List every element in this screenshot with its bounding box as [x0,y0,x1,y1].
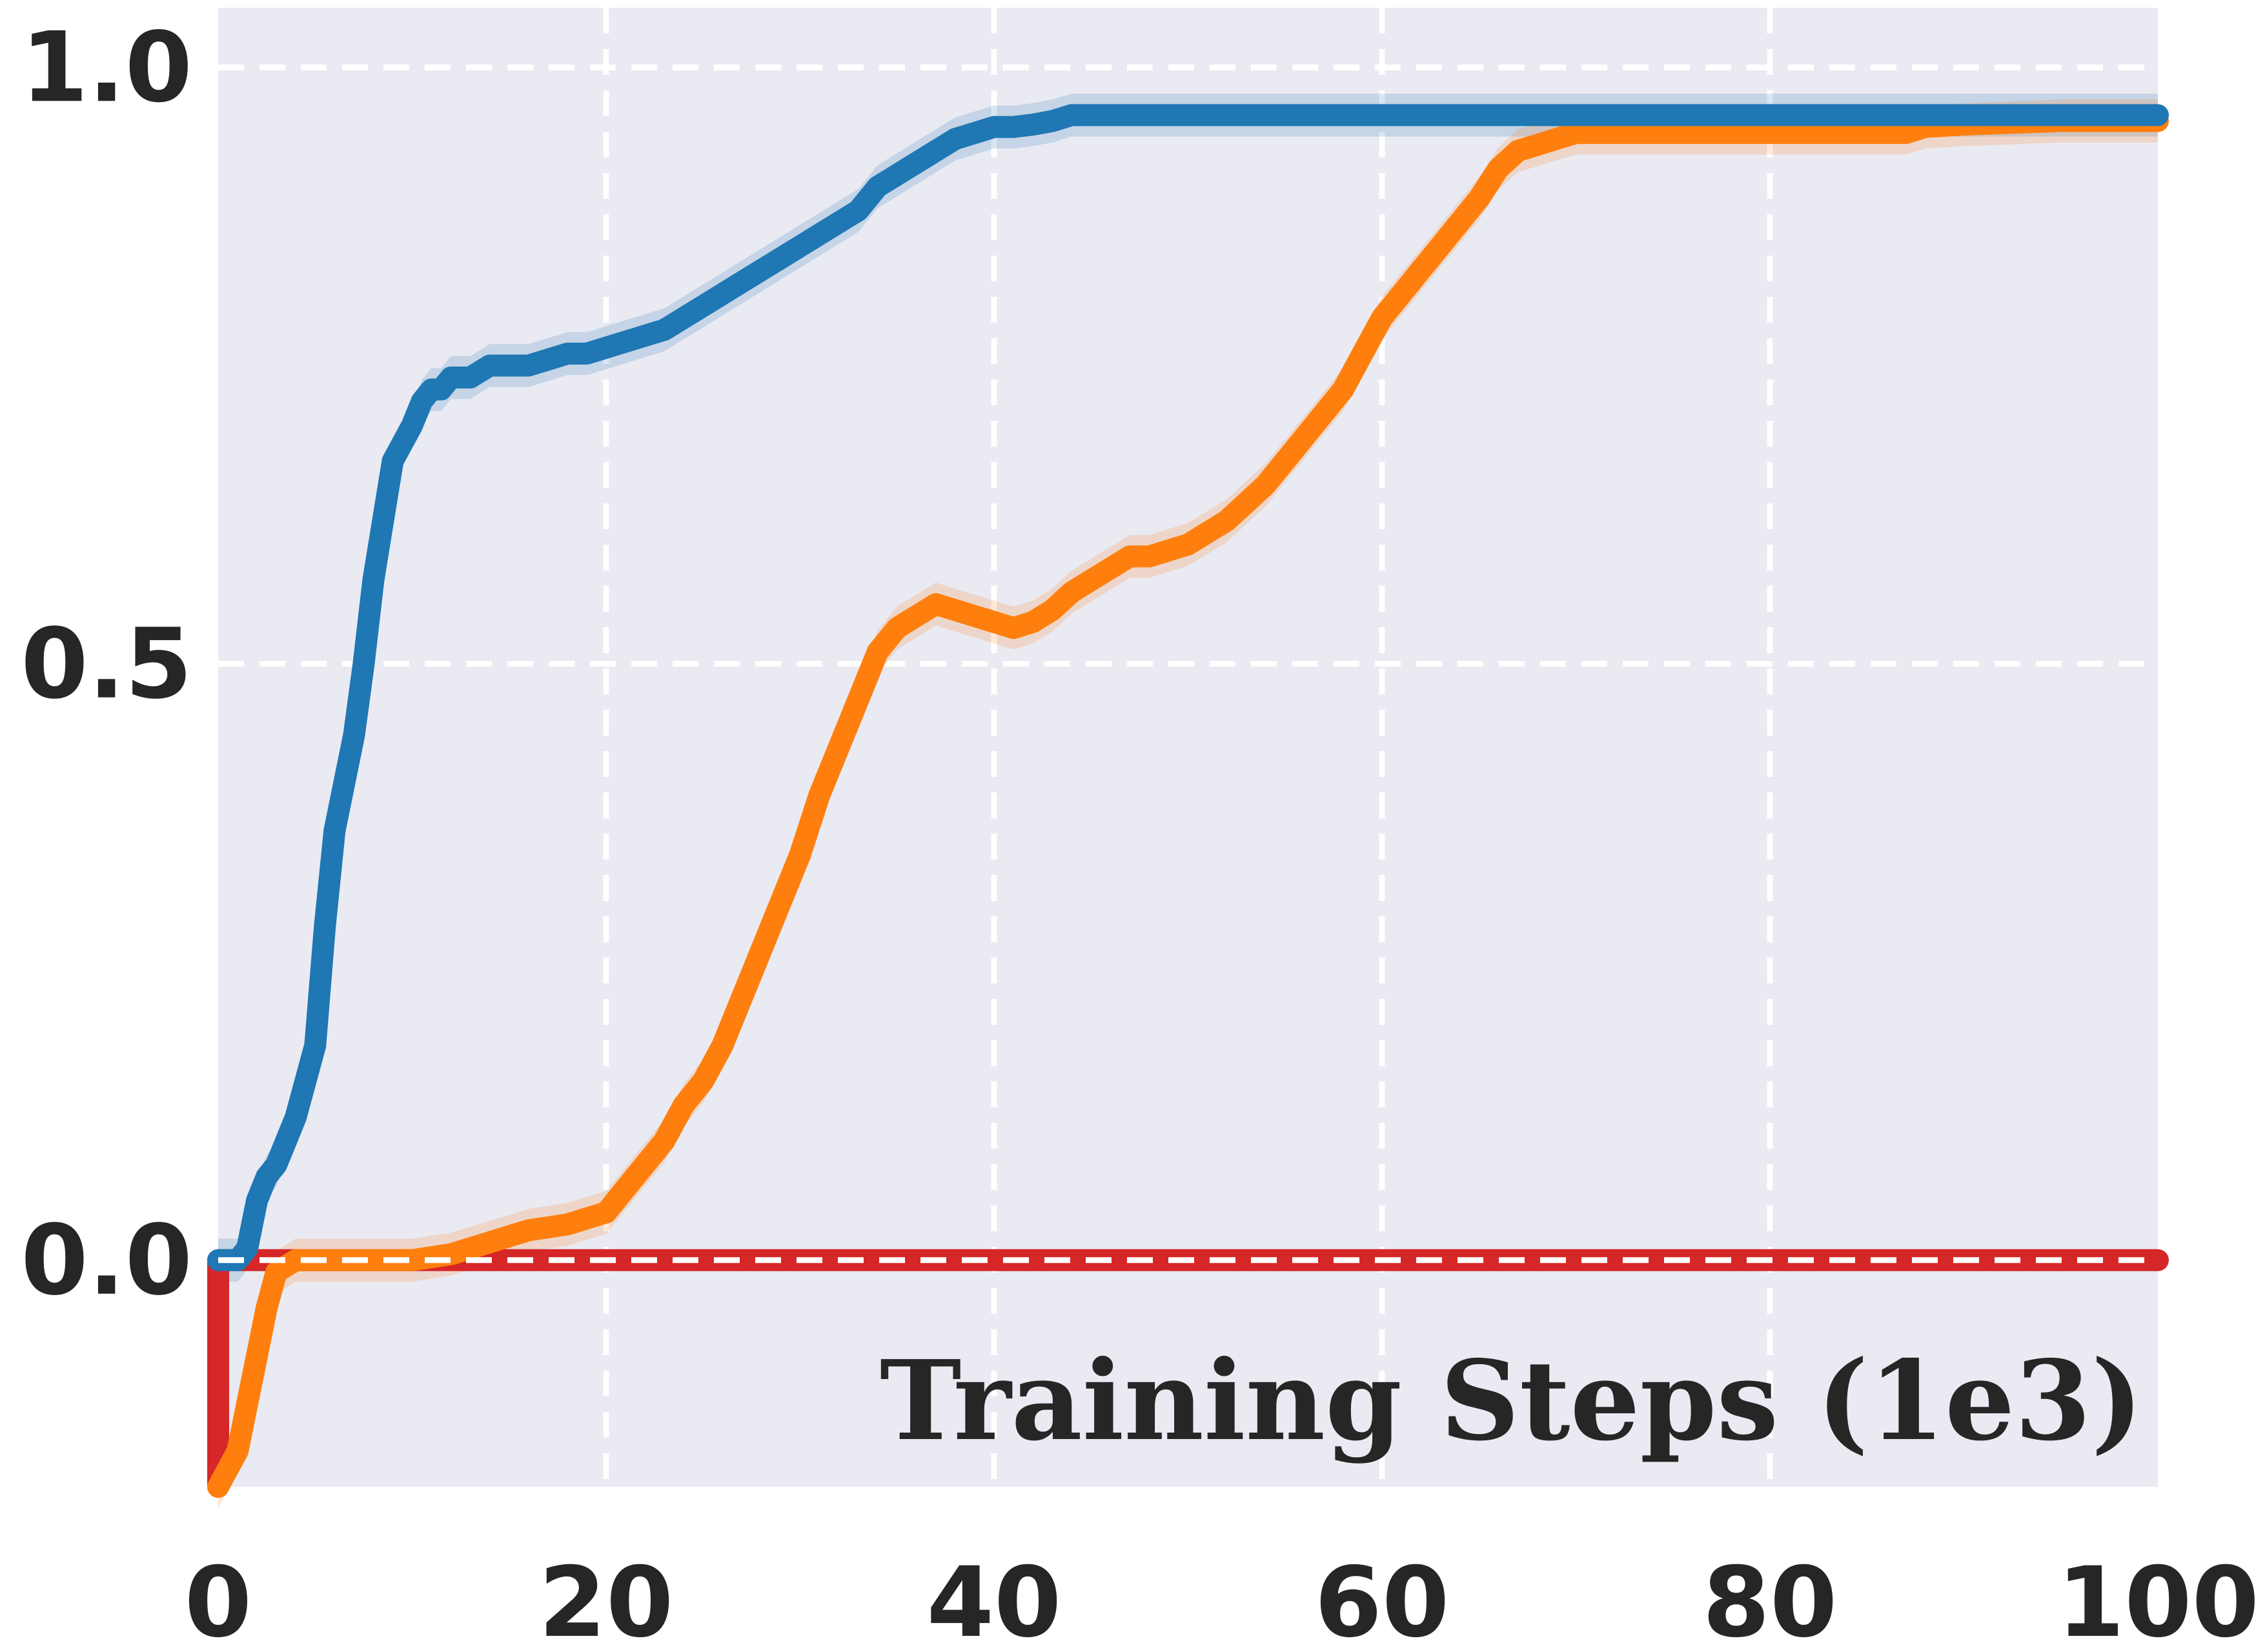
x-tick-labels: 0 20 40 60 80 100 [185,1547,2259,1652]
x-tick-label: 40 [927,1547,1062,1652]
x-tick-label: 80 [1703,1547,1838,1652]
x-tick-label: 20 [539,1547,674,1652]
y-tick-label: 0.5 [21,609,192,721]
y-tick-label: 1.0 [21,12,192,124]
y-tick-labels: 0.0 0.5 1.0 [21,12,192,1316]
x-tick-label: 0 [185,1547,252,1652]
x-tick-label: 100 [2057,1547,2259,1652]
plot-background [218,8,2158,1487]
series-lines [207,104,2169,1498]
y-tick-label: 0.0 [21,1205,192,1317]
x-axis-title: Training Steps (1e3) [880,1336,2143,1466]
series-line-1 [207,110,2169,1498]
x-tick-label: 60 [1315,1547,1450,1652]
series-line-0 [207,104,2169,1271]
